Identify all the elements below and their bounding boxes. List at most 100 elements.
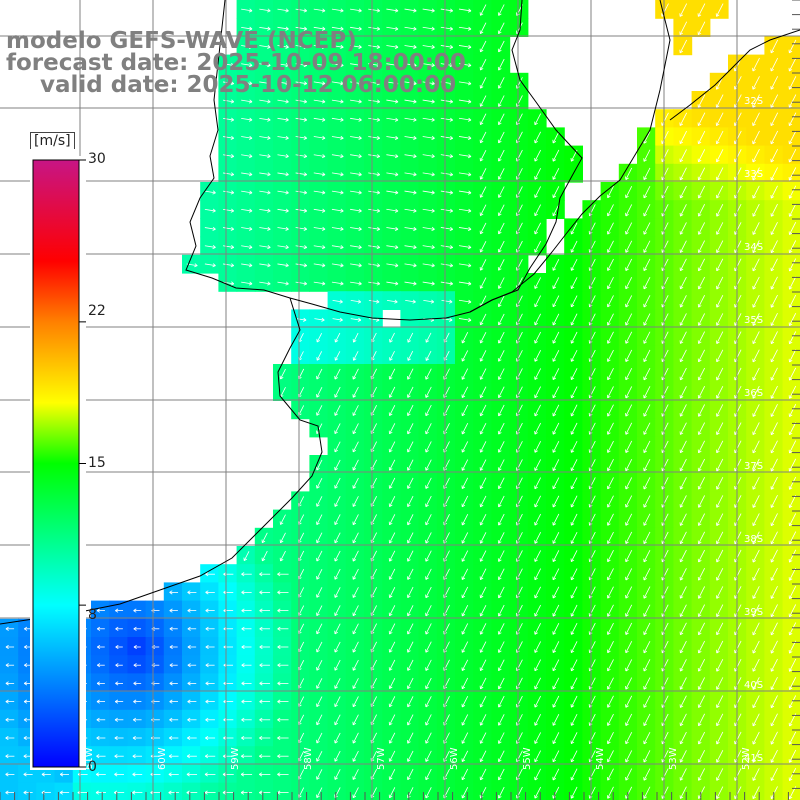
speed-cell xyxy=(327,127,347,147)
speed-cell xyxy=(291,728,310,747)
speed-cell xyxy=(709,709,729,729)
wind-arrow xyxy=(241,117,253,122)
wind-arrow xyxy=(697,568,706,581)
wind-arrow xyxy=(770,167,778,181)
wind-arrow xyxy=(716,440,724,454)
wind-arrow xyxy=(716,331,724,344)
speed-cell xyxy=(655,546,674,565)
speed-cell xyxy=(400,637,420,656)
wind-arrow xyxy=(222,190,235,195)
wind-arrow xyxy=(606,732,614,745)
wind-arrow xyxy=(788,695,797,709)
wind-arrow xyxy=(277,172,289,177)
speed-cell xyxy=(655,254,674,274)
wind-arrow xyxy=(352,568,359,580)
speed-cell xyxy=(382,728,401,747)
speed-cell xyxy=(473,473,492,492)
wind-arrow xyxy=(461,459,469,471)
speed-cell xyxy=(509,509,529,529)
speed-cell xyxy=(418,145,438,165)
wind-arrow xyxy=(259,626,270,631)
speed-cell xyxy=(400,618,420,638)
speed-cell xyxy=(637,273,656,292)
speed-cell xyxy=(691,655,711,674)
wind-arrow xyxy=(222,154,235,159)
speed-cell xyxy=(764,236,784,256)
wind-arrow xyxy=(606,404,614,417)
wind-arrow xyxy=(461,787,469,799)
wind-arrow xyxy=(479,222,487,235)
wind-arrow xyxy=(407,623,414,635)
wind-arrow xyxy=(352,605,359,617)
speed-cell xyxy=(327,546,347,565)
wind-arrow xyxy=(570,331,578,344)
speed-cell xyxy=(182,600,201,620)
speed-cell xyxy=(691,746,711,765)
speed-cell xyxy=(345,218,365,238)
wind-arrow xyxy=(425,332,432,343)
wind-arrow xyxy=(313,190,326,195)
wind-arrow xyxy=(679,404,687,417)
wind-arrow xyxy=(461,495,469,508)
speed-cell xyxy=(382,455,401,474)
wind-arrow xyxy=(552,149,560,162)
speed-cell xyxy=(527,309,547,329)
speed-cell xyxy=(364,618,383,638)
wind-arrow xyxy=(625,586,633,599)
wind-arrow xyxy=(570,622,578,635)
speed-cell xyxy=(473,109,492,128)
speed-cell xyxy=(91,764,110,784)
speed-cell xyxy=(291,600,310,620)
wind-arrow xyxy=(716,404,724,417)
speed-cell xyxy=(382,600,401,620)
wind-arrow xyxy=(479,623,487,635)
speed-cell xyxy=(564,637,583,656)
wind-arrow xyxy=(334,587,341,598)
wind-arrow xyxy=(716,677,724,690)
speed-cell xyxy=(637,182,656,201)
wind-arrow xyxy=(204,772,216,777)
speed-cell xyxy=(618,163,638,183)
wind-arrow xyxy=(295,154,308,159)
wind-arrow xyxy=(552,167,560,180)
wind-arrow xyxy=(497,568,505,581)
speed-cell xyxy=(491,618,511,638)
wind-arrow xyxy=(679,112,688,126)
wind-arrow xyxy=(261,532,268,544)
speed-cell xyxy=(782,728,800,747)
wind-arrow xyxy=(534,732,542,744)
wind-arrow xyxy=(96,681,105,686)
speed-cell xyxy=(418,746,438,765)
colorbar-tick-30: 30 xyxy=(88,151,106,167)
speed-cell xyxy=(455,36,474,56)
speed-cell xyxy=(218,637,238,656)
speed-cell xyxy=(527,509,547,529)
speed-cell xyxy=(455,782,474,800)
speed-cell xyxy=(637,473,656,492)
wind-arrow xyxy=(95,790,106,795)
wind-arrow xyxy=(425,550,432,562)
speed-cell xyxy=(345,400,365,420)
speed-cell xyxy=(200,709,219,729)
speed-cell xyxy=(655,291,674,310)
speed-cell xyxy=(509,655,529,674)
wind-arrow xyxy=(295,245,308,250)
speed-cell xyxy=(600,709,620,729)
speed-cell xyxy=(582,691,602,711)
speed-cell xyxy=(273,655,292,674)
speed-cell xyxy=(691,109,711,128)
speed-cell xyxy=(473,527,492,547)
wind-arrow xyxy=(534,295,542,308)
speed-cell xyxy=(673,236,693,256)
wind-arrow xyxy=(259,681,270,686)
wind-arrow xyxy=(479,186,487,198)
wind-arrow xyxy=(425,423,432,435)
speed-cell xyxy=(764,564,784,583)
speed-cell xyxy=(691,637,711,656)
wind-arrow xyxy=(479,586,487,599)
wind-arrow xyxy=(497,149,505,162)
speed-cell xyxy=(546,364,565,383)
wind-arrow xyxy=(368,135,381,140)
wind-arrow xyxy=(422,281,435,286)
wind-arrow xyxy=(205,663,215,668)
